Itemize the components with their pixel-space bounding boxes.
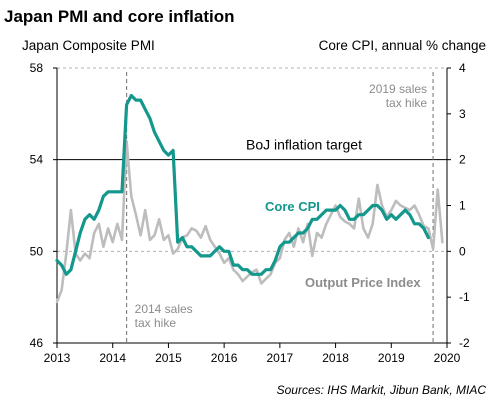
axes: 46 50 54 58 -2 -1 0 1 2 3 4 2013 2014 2015 2016 2017 201… bbox=[30, 61, 470, 365]
right-axis-label: Core CPI, annual % change bbox=[319, 38, 486, 53]
right-tick-label: -2 bbox=[459, 336, 470, 350]
reference-line: BoJ inflation target bbox=[57, 137, 447, 161]
left-axis-label: Japan Composite PMI bbox=[22, 38, 155, 53]
x-tick-label: 2019 bbox=[378, 351, 405, 365]
x-tick-label: 2015 bbox=[155, 351, 182, 365]
left-tick-label: 58 bbox=[30, 61, 44, 75]
series-lines bbox=[55, 93, 444, 304]
in-chart-labels: Core CPI Output Price Index bbox=[265, 199, 421, 290]
series-label-core-cpi: Core CPI bbox=[265, 199, 320, 214]
x-tick-label: 2014 bbox=[99, 351, 126, 365]
boj-target-label: BoJ inflation target bbox=[246, 137, 362, 153]
source-note: Sources: IHS Markit, Jibun Bank, MIAC bbox=[277, 383, 487, 397]
x-tick-label: 2020 bbox=[434, 351, 461, 365]
right-tick-label: 2 bbox=[459, 153, 466, 167]
right-tick-label: 1 bbox=[459, 199, 466, 213]
left-tick-label: 54 bbox=[30, 153, 44, 167]
right-tick-label: 3 bbox=[459, 107, 466, 121]
x-tick-label: 2017 bbox=[267, 351, 294, 365]
event-label: 2014 sales bbox=[135, 302, 193, 316]
right-tick-label: 0 bbox=[459, 244, 466, 258]
right-tick-label: -1 bbox=[459, 290, 470, 304]
right-tick-label: 4 bbox=[459, 61, 466, 75]
x-tick-label: 2013 bbox=[44, 351, 71, 365]
chart-title: Japan PMI and core inflation bbox=[4, 7, 234, 26]
event-label: 2019 sales bbox=[369, 82, 427, 96]
x-tick-label: 2018 bbox=[322, 351, 349, 365]
series-label-output-price-index: Output Price Index bbox=[305, 275, 421, 290]
series-line-core-cpi bbox=[55, 93, 430, 276]
event-label: tax hike bbox=[135, 316, 177, 330]
left-tick-label: 50 bbox=[30, 244, 44, 258]
x-tick-label: 2016 bbox=[211, 351, 238, 365]
left-tick-label: 46 bbox=[30, 336, 44, 350]
event-label: tax hike bbox=[386, 96, 428, 110]
